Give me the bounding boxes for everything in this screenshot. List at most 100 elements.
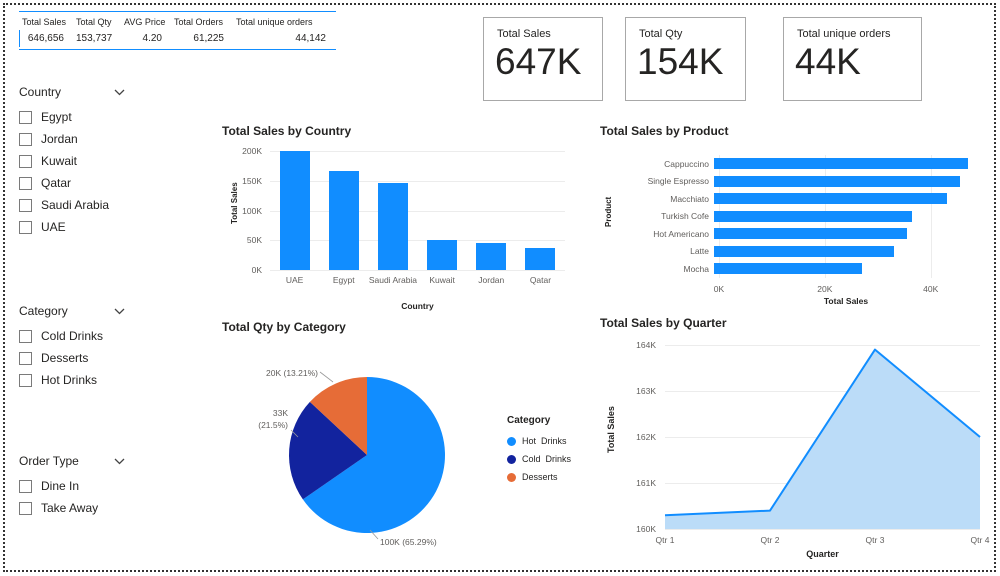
bar-row: Latte xyxy=(598,243,980,261)
checkbox[interactable] xyxy=(19,220,32,234)
checkbox[interactable] xyxy=(19,351,32,365)
bar-egypt[interactable] xyxy=(328,171,359,270)
y-tick: 100K xyxy=(242,205,262,216)
checkbox[interactable] xyxy=(19,110,32,124)
bar-turkish-cofe[interactable] xyxy=(714,210,913,222)
slicer-header[interactable]: Category xyxy=(19,304,125,318)
y-axis-title: Total Sales xyxy=(230,182,239,224)
pie-data-label: 33K (21.5%) xyxy=(258,408,288,430)
bar-macchiato[interactable] xyxy=(714,193,947,205)
legend-item-cold-drinks[interactable]: Cold Drinks xyxy=(507,450,571,468)
bar-slot xyxy=(368,151,417,270)
bar-cappuccino[interactable] xyxy=(714,158,968,170)
legend-dot xyxy=(507,472,516,482)
kpi-value: 154K xyxy=(637,41,724,82)
checkbox[interactable] xyxy=(19,132,32,146)
slicer-item-qatar[interactable]: Qatar xyxy=(19,172,169,194)
y-tick: 163K xyxy=(636,386,656,396)
x-axis-title: Total Sales xyxy=(823,296,869,306)
chart-total-sales-by-country: Total Sales by Country Total Sales Count… xyxy=(220,119,575,315)
chart-total-sales-by-product: Total Sales by Product Product Total Sal… xyxy=(598,119,994,315)
y-tick: 200K xyxy=(242,146,262,156)
legend-item-desserts[interactable]: Desserts xyxy=(507,468,571,486)
gridline xyxy=(270,240,565,242)
table-value-row[interactable]: 646,656 153,737 4.20 61,225 44,142 xyxy=(19,30,336,47)
bar-slot xyxy=(516,151,565,270)
slicer-item-kuwait[interactable]: Kuwait xyxy=(19,150,169,172)
pie-slice-hot-drinks[interactable] xyxy=(302,377,446,533)
kpi-card-total-sales[interactable]: Total Sales 647K xyxy=(483,17,603,101)
slicer-item-desserts[interactable]: Desserts xyxy=(19,347,169,369)
slicer-item-uae[interactable]: UAE xyxy=(19,216,169,238)
bar-latte[interactable] xyxy=(714,245,894,257)
table-cell: 4.20 xyxy=(142,33,162,44)
bar-hot-americano[interactable] xyxy=(714,228,908,240)
slicer-item-take-away[interactable]: Take Away xyxy=(19,497,169,519)
slicer-item-egypt[interactable]: Egypt xyxy=(19,106,169,128)
bar-uae[interactable] xyxy=(279,151,310,270)
kpi-value: 44K xyxy=(795,41,861,82)
bar-jordan[interactable] xyxy=(476,243,507,270)
bar-slot xyxy=(270,151,319,270)
bar-qatar[interactable] xyxy=(525,248,556,270)
slicer-item-label: Take Away xyxy=(41,501,99,515)
checkbox[interactable] xyxy=(19,176,32,190)
x-category-label: Kuwait xyxy=(429,275,455,285)
legend-title: Category xyxy=(507,415,551,426)
slicer-item-cold-drinks[interactable]: Cold Drinks xyxy=(19,325,169,347)
gridline xyxy=(270,151,565,152)
pie-legend: Category Hot Drinks Cold Drinks Desserts xyxy=(507,415,571,486)
bar-single-espresso[interactable] xyxy=(714,175,961,187)
bar-row: Turkish Cofe xyxy=(598,208,980,226)
slicer-title: Category xyxy=(19,304,68,318)
slicer-item-label: Hot Drinks xyxy=(41,373,98,387)
slicer-item-saudi-arabia[interactable]: Saudi Arabia xyxy=(19,194,169,216)
chevron-down-icon[interactable] xyxy=(114,89,125,96)
x-category-label: Qtr 1 xyxy=(655,535,675,545)
bar-mocha[interactable] xyxy=(714,263,863,275)
area-fill[interactable] xyxy=(665,349,980,529)
legend-label: Hot Drinks xyxy=(522,436,567,446)
x-tick: 20K xyxy=(817,283,833,294)
label-leader-line xyxy=(369,529,379,540)
column-header-total-qty: Total Qty xyxy=(76,17,112,27)
chart-title: Total Sales by Country xyxy=(222,124,352,138)
kpi-card-total-unique-orders[interactable]: Total unique orders 44K xyxy=(783,17,922,101)
table-cell: 61,225 xyxy=(193,33,224,44)
checkbox[interactable] xyxy=(19,198,32,212)
column-header-total-unique-orders: Total unique orders xyxy=(236,17,313,27)
slicer-header[interactable]: Order Type xyxy=(19,454,125,468)
bar-kuwait[interactable] xyxy=(427,240,458,270)
slicer-item-hot-drinks[interactable]: Hot Drinks xyxy=(19,369,169,391)
area-line xyxy=(664,348,981,517)
gridline xyxy=(665,345,980,346)
chevron-down-icon[interactable] xyxy=(114,308,125,315)
chart-title: Total Qty by Category xyxy=(222,320,346,334)
kpi-card-total-qty[interactable]: Total Qty 154K xyxy=(625,17,746,101)
checkbox[interactable] xyxy=(19,154,32,168)
x-category-label: Qtr 3 xyxy=(865,535,885,545)
legend-item-hot-drinks[interactable]: Hot Drinks xyxy=(507,432,571,450)
y-category-label: Hot Americano xyxy=(653,228,709,239)
pie-slice-cold-drinks[interactable] xyxy=(289,401,367,500)
x-category-label: Saudi Arabia xyxy=(368,275,418,285)
legend-label: Desserts xyxy=(522,472,558,482)
gridline xyxy=(930,155,932,278)
slicer-item-jordan[interactable]: Jordan xyxy=(19,128,169,150)
pie-slice-desserts[interactable] xyxy=(309,377,367,455)
pie-data-label: 100K (65.29%) xyxy=(380,537,437,547)
legend-dot xyxy=(507,436,516,446)
chevron-down-icon[interactable] xyxy=(114,458,125,465)
bar-saudi-arabia[interactable] xyxy=(377,183,408,270)
checkbox[interactable] xyxy=(19,479,32,493)
y-category-label: Cappuccino xyxy=(664,158,709,169)
checkbox[interactable] xyxy=(19,373,32,387)
checkbox[interactable] xyxy=(19,329,32,343)
kpi-value: 647K xyxy=(495,41,582,82)
pie-data-label: 20K (13.21%) xyxy=(266,368,318,378)
slicer-header[interactable]: Country xyxy=(19,85,125,99)
gridline xyxy=(270,270,565,271)
checkbox[interactable] xyxy=(19,501,32,515)
x-tick: 40K xyxy=(923,283,939,294)
slicer-item-dine-in[interactable]: Dine In xyxy=(19,475,169,497)
